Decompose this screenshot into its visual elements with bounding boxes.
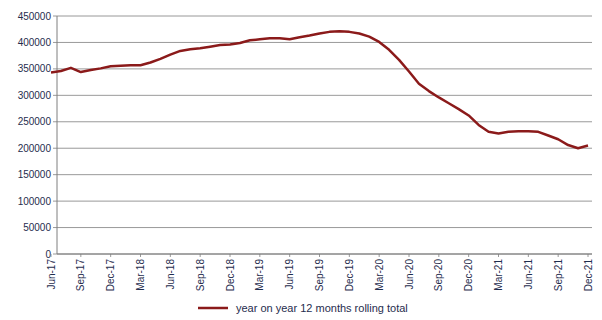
x-tick: [80, 254, 81, 257]
x-tick: [379, 254, 380, 257]
grid-line: [57, 68, 592, 69]
x-tick-label: Jun-20: [404, 259, 415, 290]
y-tick-label: 350000: [18, 63, 52, 74]
x-tick-label: Sep-19: [314, 259, 325, 292]
x-tick-label: Mar-20: [374, 259, 385, 291]
x-tick: [200, 254, 201, 257]
x-tick: [558, 254, 559, 257]
x-tick-label: Dec-21: [583, 259, 594, 292]
y-tick: [53, 174, 57, 175]
x-tick: [319, 254, 320, 257]
chart: 0 50000 100000 150000 200000 250000 300000 3500…: [0, 0, 602, 320]
x-tick-label: Dec-19: [344, 259, 355, 292]
x-tick: [140, 254, 141, 257]
x-tick-label: Dec-17: [105, 259, 116, 292]
y-tick: [53, 227, 57, 228]
y-tick-label: 250000: [18, 116, 52, 127]
y-tick-label: 100000: [18, 196, 52, 207]
y-tick: [53, 148, 57, 149]
x-tick: [170, 254, 171, 257]
y-tick: [53, 254, 57, 255]
y-tick-label: 50000: [23, 222, 51, 233]
x-axis: [57, 254, 592, 255]
x-tick-label: Mar-18: [135, 259, 146, 291]
x-tick-label: Jun-19: [284, 259, 295, 290]
x-tick: [588, 254, 589, 257]
x-tick-label: Sep-18: [195, 259, 206, 292]
x-tick: [468, 254, 469, 257]
y-tick: [53, 201, 57, 202]
x-tick-label: Mar-19: [254, 259, 265, 291]
grid-line: [57, 201, 592, 202]
x-tick-label: Jun-17: [46, 259, 57, 290]
x-tick: [438, 254, 439, 257]
x-tick: [528, 254, 529, 257]
x-tick: [110, 254, 111, 257]
x-tick-label: Dec-18: [225, 259, 236, 292]
y-tick: [53, 121, 57, 122]
legend-label: year on year 12 months rolling total: [236, 302, 408, 314]
grid-line: [57, 121, 592, 122]
x-tick-label: Sep-17: [75, 259, 86, 292]
legend-swatch: [198, 307, 228, 310]
grid-line: [57, 95, 592, 96]
x-tick: [230, 254, 231, 257]
series-group: [51, 31, 588, 148]
y-tick-label: 400000: [18, 37, 52, 48]
series-line: [51, 31, 588, 148]
x-tick: [51, 254, 52, 257]
y-tick-label: 0: [45, 249, 51, 260]
x-tick-label: Jun-18: [165, 259, 176, 290]
x-tick: [349, 254, 350, 257]
y-tick: [53, 68, 57, 69]
y-tick-label: 450000: [18, 11, 52, 22]
x-tick-label: Sep-21: [553, 259, 564, 292]
x-tick: [259, 254, 260, 257]
x-tick-label: Dec-20: [463, 259, 474, 292]
y-tick: [53, 42, 57, 43]
x-tick: [289, 254, 290, 257]
grid-line: [57, 254, 592, 255]
grid-line: [57, 174, 592, 175]
x-tick: [498, 254, 499, 257]
grid-line: [57, 16, 592, 17]
y-tick: [53, 16, 57, 17]
grid-line: [57, 227, 592, 228]
grid-line: [57, 148, 592, 149]
x-tick-label: Sep-20: [433, 259, 444, 292]
y-tick-label: 300000: [18, 90, 52, 101]
y-tick-label: 200000: [18, 143, 52, 154]
y-tick: [53, 95, 57, 96]
x-tick-label: Jun-21: [523, 259, 534, 290]
x-tick-label: Mar-21: [493, 259, 504, 291]
y-tick-label: 150000: [18, 169, 52, 180]
y-axis: [57, 16, 58, 254]
grid-line: [57, 42, 592, 43]
x-tick: [409, 254, 410, 257]
